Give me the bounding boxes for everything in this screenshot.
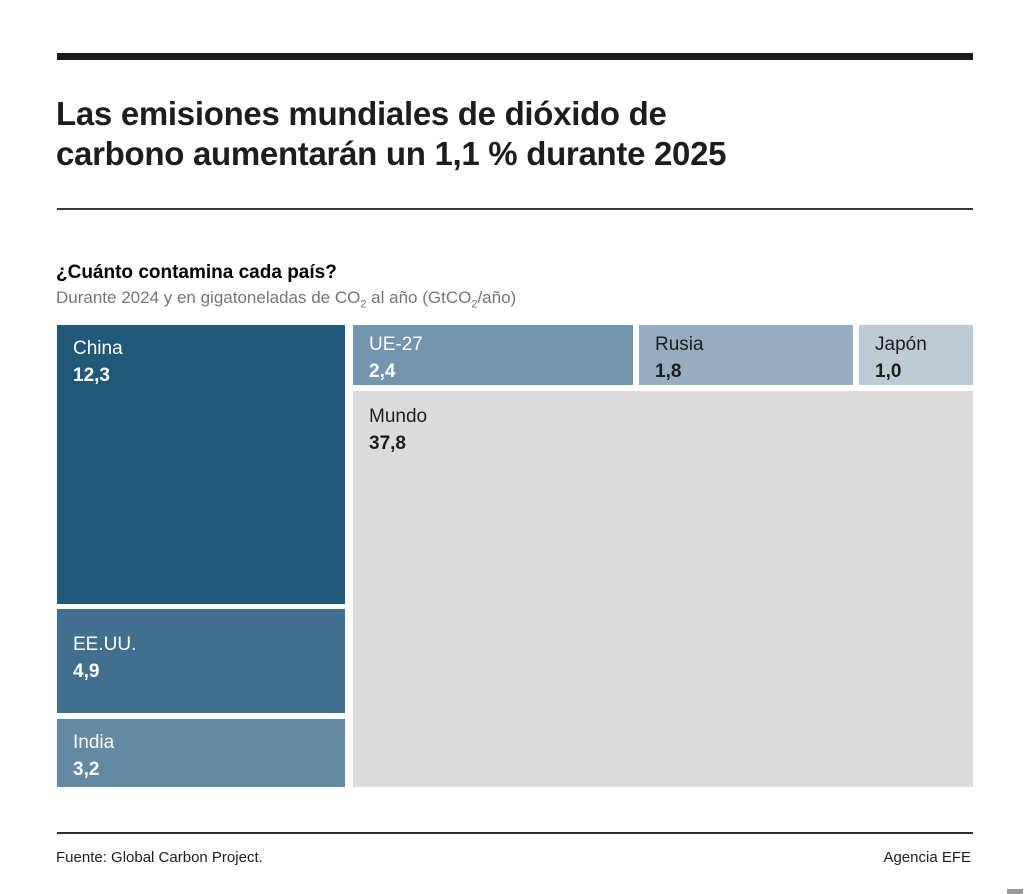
treemap-box-eeuu: EE.UU. 4,9 — [57, 609, 345, 713]
treemap-value: 12,3 — [73, 365, 110, 386]
treemap-label: China — [73, 338, 123, 359]
source-credit: Fuente: Global Carbon Project. — [56, 849, 263, 866]
corner-mark — [1007, 889, 1023, 894]
page-title: Las emisiones mundiales de dióxido de car… — [56, 94, 936, 174]
chart-heading: ¿Cuánto contamina cada país? — [56, 262, 337, 283]
treemap-label: UE-27 — [369, 334, 423, 355]
treemap-box-mundo: Mundo 37,8 — [353, 391, 973, 787]
treemap-box-ue27: UE-27 2,4 — [353, 325, 633, 385]
treemap-chart: China 12,3 EE.UU. 4,9 India 3,2 UE-27 2,… — [57, 325, 973, 787]
treemap-box-japon: Japón 1,0 — [859, 325, 973, 385]
treemap-value: 1,0 — [875, 361, 902, 382]
treemap-box-china: China 12,3 — [57, 325, 345, 604]
treemap-value: 37,8 — [369, 433, 406, 454]
gtco2-subscript: 2 — [471, 298, 478, 311]
treemap-value: 4,9 — [73, 661, 100, 682]
treemap-label: Japón — [875, 334, 927, 355]
footer-divider — [57, 832, 973, 834]
page-title-line1: Las emisiones mundiales de dióxido de — [56, 95, 667, 132]
title-divider — [57, 208, 973, 210]
chart-subtitle: Durante 2024 y en gigatoneladas de CO2 a… — [56, 288, 517, 311]
co2-subscript: 2 — [360, 298, 367, 311]
treemap-value: 3,2 — [73, 759, 100, 780]
agency-credit: Agencia EFE — [883, 849, 971, 866]
top-rule — [57, 53, 973, 60]
treemap-label: Mundo — [369, 406, 428, 427]
treemap-value: 2,4 — [369, 361, 396, 382]
chart-subtitle-suffix: /año) — [477, 288, 517, 307]
chart-subtitle-mid: al año (GtCO — [366, 288, 472, 307]
treemap-box-rusia: Rusia 1,8 — [639, 325, 853, 385]
treemap-label: India — [73, 732, 115, 753]
treemap-box-india: India 3,2 — [57, 719, 345, 787]
treemap-label: Rusia — [655, 334, 704, 355]
treemap-value: 1,8 — [655, 361, 682, 382]
treemap-label: EE.UU. — [73, 634, 137, 655]
page-title-line2: carbono aumentarán un 1,1 % durante 2025 — [56, 135, 727, 172]
chart-subtitle-prefix: Durante 2024 y en gigatoneladas de CO — [56, 288, 361, 307]
